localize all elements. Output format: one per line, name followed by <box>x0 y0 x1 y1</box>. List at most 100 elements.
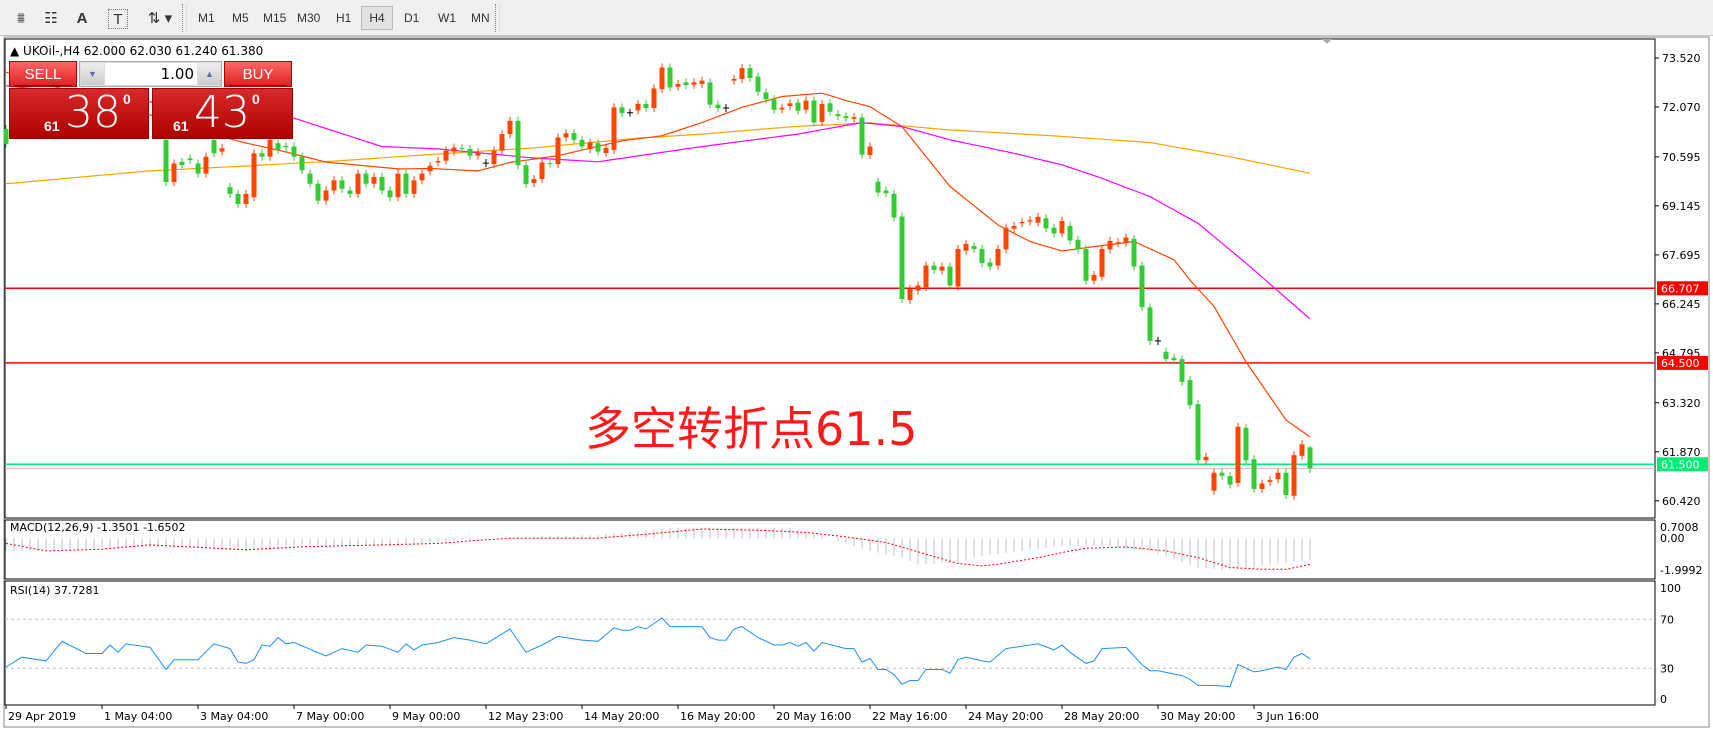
price-tick-label: 69.145 <box>1662 200 1701 213</box>
price-level-badge <box>1657 355 1708 370</box>
candle-bullish <box>1203 456 1209 461</box>
buy-button[interactable]: BUY <box>224 61 292 87</box>
price-level-label: 64.500 <box>1661 357 1700 370</box>
chart-window[interactable]: 73.52072.07070.59569.14567.69566.24564.7… <box>0 36 1713 730</box>
sell-price-fraction: 0 <box>123 91 131 107</box>
candle-bearish <box>715 104 721 109</box>
candle-bearish <box>195 163 201 174</box>
price-level-badge <box>1657 457 1708 472</box>
rsi-tick-label: 100 <box>1660 582 1681 595</box>
timeframe-h4[interactable]: H4 <box>361 6 393 30</box>
lot-size-input[interactable] <box>105 63 197 85</box>
candle-bullish <box>555 137 561 165</box>
rsi-tick-label: 70 <box>1660 613 1674 626</box>
candle-bullish <box>699 80 705 85</box>
candle-bullish <box>739 68 745 79</box>
buy-price-fraction: 0 <box>252 91 260 107</box>
time-tick-label: 7 May 00:00 <box>296 710 364 723</box>
candle-bullish <box>427 165 433 172</box>
candle-bearish <box>1131 238 1137 267</box>
candle-bullish <box>907 288 913 301</box>
timeframe-w1[interactable]: W1 <box>438 11 456 25</box>
candle-bearish <box>467 148 473 156</box>
candle-bearish <box>3 128 9 144</box>
lot-decrease-icon[interactable]: ▼ <box>81 63 104 85</box>
sell-price[interactable]: 61 38 0 <box>9 88 149 139</box>
chart-shift-marker-icon[interactable] <box>1322 39 1332 44</box>
timeframe-m5[interactable]: M5 <box>232 11 249 25</box>
candle-bearish <box>459 147 465 149</box>
candle-bearish <box>1179 359 1185 382</box>
elliott-wave-icon[interactable]: ⩩ <box>16 9 25 27</box>
candle-bearish <box>835 114 841 117</box>
text-label-icon[interactable]: A <box>76 9 88 27</box>
macd-header: MACD(12,26,9) -1.3501 -1.6502 <box>10 521 185 534</box>
candle-bearish <box>891 193 897 218</box>
candle-bullish <box>787 103 793 106</box>
price-tick-label: 73.520 <box>1662 52 1701 65</box>
candle-bearish <box>707 82 713 105</box>
candle-bearish <box>875 181 881 193</box>
timeframe-m1[interactable]: M1 <box>198 11 215 25</box>
candle-bullish <box>507 120 513 135</box>
candle-bullish <box>1259 483 1265 489</box>
candle-bearish <box>347 190 353 194</box>
timeframe-mn[interactable]: MN <box>471 11 490 25</box>
candle-bullish <box>203 156 209 174</box>
candle-bullish <box>1011 225 1017 229</box>
candle-bullish <box>267 139 273 157</box>
candle-bullish <box>587 142 593 149</box>
candle-bullish <box>251 153 257 198</box>
candle-bearish <box>1251 459 1257 489</box>
candle-bullish <box>963 243 969 251</box>
candle-bearish <box>1075 239 1081 250</box>
fibonacci-fan-icon[interactable]: ☷ <box>44 10 58 27</box>
candle-bearish <box>1147 307 1153 341</box>
candle-bearish <box>299 156 305 171</box>
toolbar: ⩩ ☷ A T ⇅ ▾ M1 M5 M15 M30 H1 H4 D1 W1 MN <box>0 0 1713 36</box>
candle-bearish <box>163 139 169 183</box>
candle-bearish <box>747 68 753 78</box>
lot-increase-icon[interactable]: ▲ <box>198 63 221 85</box>
axes: 73.52072.07070.59569.14567.69566.24564.7… <box>5 52 1708 723</box>
candle-bullish <box>939 266 945 271</box>
candle-bearish <box>667 67 673 88</box>
time-tick-label: 28 May 20:00 <box>1064 710 1139 723</box>
candle-bearish <box>931 265 937 270</box>
candle-bearish <box>1171 357 1177 361</box>
candle-bearish <box>1067 225 1073 241</box>
candle-bullish <box>1275 472 1281 480</box>
text-box-icon[interactable]: T <box>108 9 128 29</box>
candle-bullish <box>691 82 697 85</box>
candle-bullish <box>1299 444 1305 456</box>
candle-bearish <box>523 165 529 185</box>
timeframe-d1[interactable]: D1 <box>404 11 420 25</box>
candle-bearish <box>795 102 801 111</box>
timeframe-h1[interactable]: H1 <box>336 11 352 25</box>
buy-price[interactable]: 61 43 0 <box>152 88 293 139</box>
timeframe-m30[interactable]: M30 <box>297 11 321 25</box>
candle-bullish <box>603 147 609 153</box>
candle-bullish <box>451 147 457 152</box>
candle-bearish <box>979 248 985 264</box>
arrows-dropdown-icon[interactable]: ⇅ ▾ <box>147 10 173 27</box>
candle-bearish <box>987 262 993 267</box>
timeframe-m15[interactable]: M15 <box>263 11 287 25</box>
sell-button[interactable]: SELL <box>9 61 77 87</box>
rsi-line <box>5 617 1311 688</box>
candle-bullish <box>779 107 785 110</box>
candle-bearish <box>283 145 289 148</box>
macd-tick-label: 0.00 <box>1660 532 1685 545</box>
price-level-badge <box>1657 281 1708 296</box>
sell-price-prefix: 61 <box>44 118 60 134</box>
candle-bullish <box>419 173 425 181</box>
ohlc-close: 61.380 <box>221 44 263 58</box>
candle-bullish <box>499 134 505 151</box>
buy-price-pips: 43 <box>194 87 250 138</box>
candle-bullish <box>395 173 401 198</box>
candle-bearish <box>971 245 977 249</box>
candle-bearish <box>771 99 777 110</box>
candle-bullish <box>1091 274 1097 281</box>
candle-bullish <box>475 152 481 156</box>
candle-bullish <box>1035 216 1041 223</box>
